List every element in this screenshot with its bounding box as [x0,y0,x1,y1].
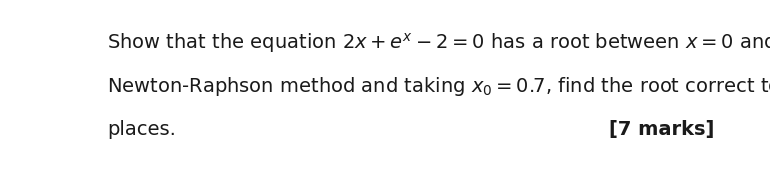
Text: [7 marks]: [7 marks] [610,120,715,139]
Text: Newton-Raphson method and taking $x_0=0.7$, find the root correct to four decima: Newton-Raphson method and taking $x_0=0.… [107,75,770,98]
Text: Show that the equation $2x+e^{x}-2=0$ has a root between $x=0$ and $x=1$. Using : Show that the equation $2x+e^{x}-2=0$ ha… [107,31,770,55]
Text: places.: places. [107,120,176,139]
